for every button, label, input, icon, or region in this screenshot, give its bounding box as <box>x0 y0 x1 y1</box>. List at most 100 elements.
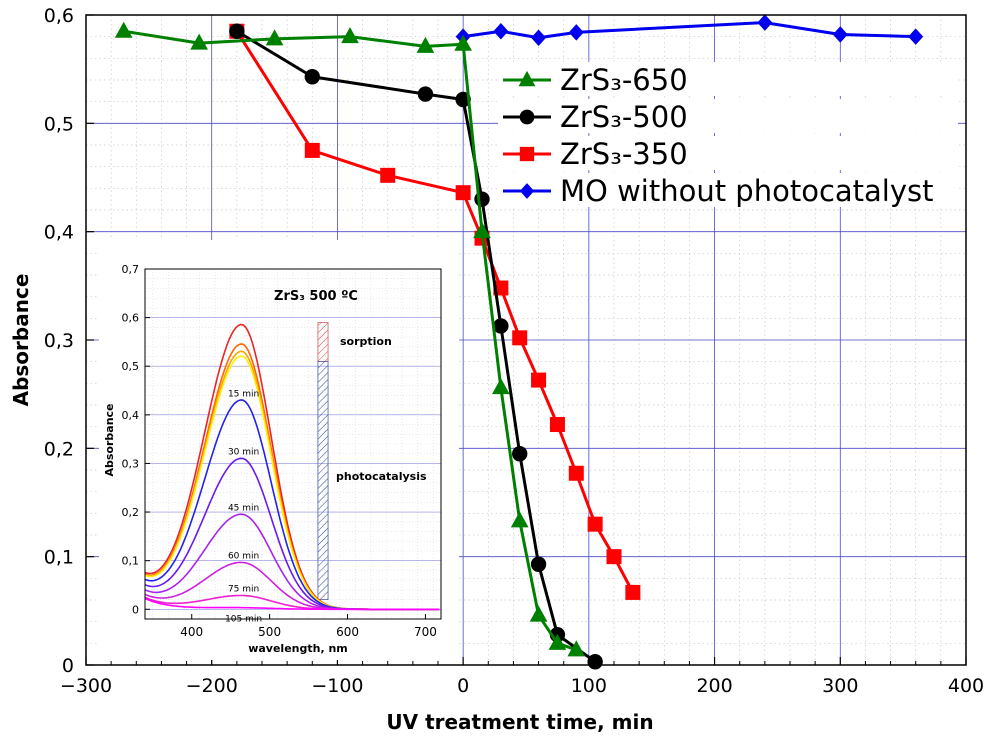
data-point-square <box>625 584 641 600</box>
data-point-square <box>587 516 603 532</box>
main-x-tick-label: −100 <box>311 675 363 697</box>
data-point-square <box>519 146 535 162</box>
data-point-triangle <box>510 511 529 528</box>
data-point-triangle <box>265 29 284 46</box>
data-point-circle <box>417 86 434 102</box>
data-point-diamond <box>493 23 509 40</box>
series-diamond <box>455 14 924 46</box>
inset-y-tick-label: 0,1 <box>122 555 140 568</box>
data-point-diamond <box>531 29 547 46</box>
main-x-tick-label: 100 <box>571 675 607 697</box>
series-triangle <box>114 21 586 657</box>
inset-y-tick-label: 0,3 <box>122 457 140 470</box>
data-point-square <box>531 372 547 388</box>
inset-spectrum-line <box>144 597 440 611</box>
inset-ticks: 400 500 600 700 0 0,1 0,2 0,3 0,4 0,5 0,6 0,7 <box>122 263 437 639</box>
inset-series-label: 30 min <box>228 448 259 458</box>
main-ticks: −300 −200 −100 0 100 200 300 400 0 0,1 0,2 0,3 0,4 0,… <box>44 5 984 697</box>
main-x-tick-label: 0 <box>457 675 469 697</box>
inset-x-tick-label: 500 <box>258 625 281 639</box>
series-circle <box>229 23 603 670</box>
legend-label: MO without photocatalyst <box>560 174 934 208</box>
data-point-diamond <box>757 14 773 31</box>
data-point-diamond <box>832 26 848 43</box>
data-point-triangle <box>454 34 472 51</box>
inset-bars <box>317 322 329 600</box>
data-point-square <box>549 417 565 432</box>
inset-series-label: 60 min <box>228 552 259 562</box>
main-x-tick-label: 200 <box>696 675 732 697</box>
main-y-tick-label: 0,5 <box>44 113 74 135</box>
main-x-tick-label: −300 <box>60 675 112 697</box>
main-y-tick-label: 0,1 <box>44 547 74 569</box>
data-point-circle <box>455 91 471 108</box>
data-point-triangle <box>114 21 133 38</box>
series-square <box>229 23 641 600</box>
inset-background <box>99 240 459 660</box>
inset-series-label: 75 min <box>228 585 259 595</box>
data-point-square <box>304 142 320 158</box>
inset-y-tick-label: 0,6 <box>122 312 140 325</box>
data-point-circle <box>493 318 509 334</box>
legend-entry-bg <box>498 62 958 96</box>
inset-y-tick-label: 0,7 <box>122 263 140 276</box>
inset-x-tick-label: 400 <box>180 625 203 639</box>
main-x-tick-label: 300 <box>822 675 858 697</box>
data-point-circle <box>530 556 547 572</box>
data-point-triangle <box>416 36 435 53</box>
legend-entry-bg <box>498 99 958 133</box>
data-point-circle <box>519 109 535 125</box>
inset-y-axis-label: Absorbance <box>103 403 116 476</box>
main-x-axis-label: UV treatment time, min <box>386 710 653 734</box>
data-point-triangle <box>473 222 491 239</box>
data-point-triangle <box>518 70 536 87</box>
legend-label: ZrS₃-650 <box>560 63 688 97</box>
data-point-square <box>568 465 584 481</box>
inset-series-label: 15 min <box>228 389 259 399</box>
data-point-circle <box>229 23 245 39</box>
inset-plot-frame <box>144 268 442 620</box>
legend-label: ZrS₃-500 <box>560 100 688 134</box>
data-point-square <box>512 330 528 346</box>
main-y-axis-label: Absorbance <box>9 274 33 407</box>
data-point-diamond <box>568 24 584 41</box>
main-x-tick-label: −200 <box>186 675 238 697</box>
data-point-triangle <box>529 605 548 622</box>
data-point-circle <box>587 654 603 670</box>
main-y-tick-label: 0,4 <box>44 222 74 244</box>
data-point-square <box>380 167 396 183</box>
photocatalysis-bar <box>317 360 329 600</box>
inset-annotation-photocatalysis: photocatalysis <box>336 470 427 483</box>
data-point-square <box>455 185 471 201</box>
main-y-tick-label: 0,3 <box>44 330 74 352</box>
inset-y-tick-label: 0,4 <box>122 409 140 422</box>
inset-series-label: 45 min <box>228 503 259 513</box>
main-x-tick-label: 400 <box>948 675 984 697</box>
inset-title: ZrS₃ 500 ºC <box>274 289 358 304</box>
data-point-triangle <box>341 27 359 44</box>
inset-y-tick-label: 0 <box>132 603 139 616</box>
data-point-diamond <box>519 183 535 199</box>
main-series <box>114 14 924 670</box>
legend-entry-bg <box>498 173 958 207</box>
data-point-triangle <box>492 378 510 395</box>
inset-y-tick-label: 0,5 <box>122 360 140 373</box>
main-y-tick-label: 0,2 <box>44 438 74 460</box>
legend-entry-bg <box>498 136 958 170</box>
inset-y-tick-label: 0,2 <box>122 506 140 519</box>
inset-x-tick-label: 700 <box>414 625 437 639</box>
legend-label: ZrS₃-350 <box>560 137 688 171</box>
data-point-triangle <box>548 633 567 650</box>
data-point-square <box>606 549 622 565</box>
data-point-triangle <box>567 640 586 657</box>
main-y-tick-label: 0 <box>62 655 74 677</box>
main-y-tick-label: 0,6 <box>44 5 74 27</box>
data-point-circle <box>304 69 320 85</box>
inset-x-axis-label: wavelength, nm <box>248 642 348 655</box>
data-point-diamond <box>908 28 924 45</box>
data-point-triangle <box>190 33 208 50</box>
